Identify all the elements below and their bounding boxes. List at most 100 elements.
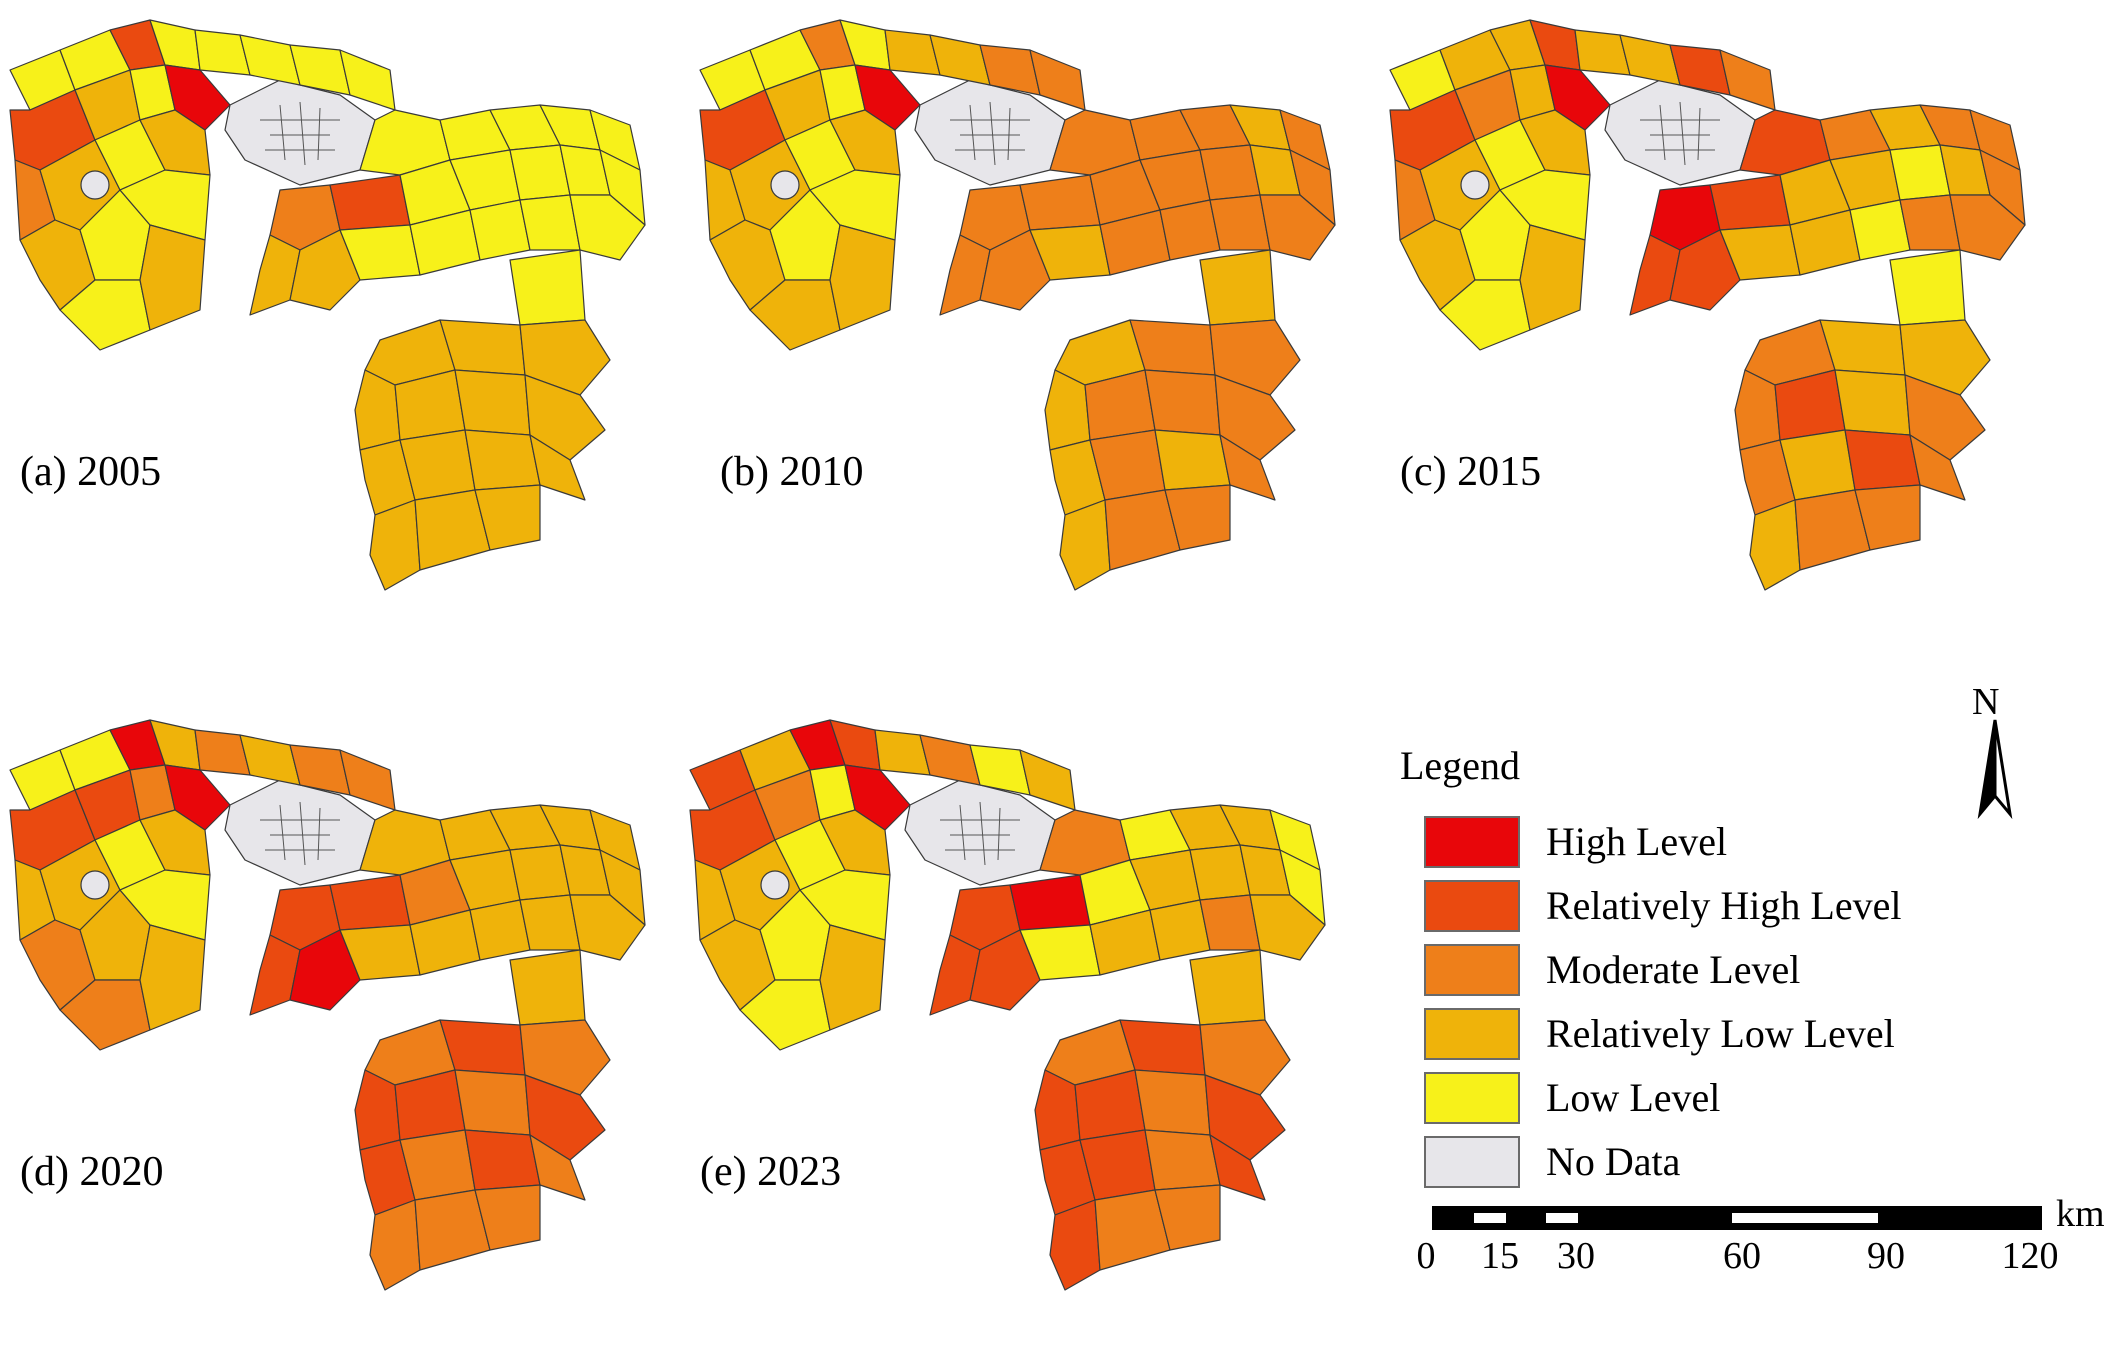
district-35 xyxy=(1669,229,1741,311)
district-55 xyxy=(1164,484,1231,551)
legend-label: Moderate Level xyxy=(1546,947,1801,992)
district-11 xyxy=(139,809,211,876)
district-35 xyxy=(979,229,1051,311)
district-51 xyxy=(1144,1129,1221,1191)
district-11 xyxy=(819,809,891,876)
district-47 xyxy=(1834,369,1911,436)
panel-label: (d) 2020 xyxy=(20,1149,164,1195)
legend-item-no-data: No Data xyxy=(1424,1136,2024,1192)
district-16 xyxy=(1519,224,1586,331)
legend-swatch xyxy=(1424,1072,1520,1124)
district-16 xyxy=(829,224,896,331)
legend-title: Legend xyxy=(1400,743,1520,788)
city-streets xyxy=(1640,101,1720,166)
district-44 xyxy=(1199,1019,1291,1096)
district-35 xyxy=(289,929,361,1011)
district-19 xyxy=(239,734,301,786)
district-19 xyxy=(239,34,301,86)
district-55 xyxy=(474,484,541,551)
scale-tick-label: 0 xyxy=(1416,1235,1436,1277)
map-panel-2023: (e) 2023 xyxy=(680,700,1380,1340)
map-panel-2015: (c) 2015 xyxy=(1380,0,2080,640)
legend-label: Relatively Low Level xyxy=(1546,1011,1895,1056)
district-40 xyxy=(1949,194,2026,261)
district-40 xyxy=(1249,894,1326,961)
district-48 xyxy=(1204,1074,1286,1161)
panel-label: (e) 2023 xyxy=(700,1149,842,1195)
district-38 xyxy=(1849,199,1911,261)
district-14 xyxy=(1499,169,1591,241)
city-streets xyxy=(940,801,1020,866)
district-53 xyxy=(369,499,421,591)
legend-swatch xyxy=(1424,1008,1520,1060)
district-19 xyxy=(929,34,991,86)
district-38 xyxy=(469,199,531,261)
district-31 xyxy=(1189,844,1251,901)
district-51 xyxy=(464,1129,541,1191)
district-44 xyxy=(1209,319,1301,396)
district-48 xyxy=(1904,374,1986,461)
district-52 xyxy=(529,434,586,501)
district-55 xyxy=(474,1184,541,1251)
district-31 xyxy=(1199,144,1261,201)
district-55 xyxy=(1854,484,1921,551)
district-34 xyxy=(939,234,991,316)
scale-tick-label: 90 xyxy=(1867,1235,1905,1277)
district-47 xyxy=(454,369,531,436)
district-28 xyxy=(1709,174,1791,231)
district-48 xyxy=(1214,374,1296,461)
district-38 xyxy=(1149,899,1211,961)
district-19 xyxy=(1619,34,1681,86)
district-40 xyxy=(569,894,646,961)
district-16 xyxy=(139,224,206,331)
region-map-2010 xyxy=(699,19,1336,591)
district-44 xyxy=(519,319,611,396)
district-52 xyxy=(529,1134,586,1201)
district-11 xyxy=(1519,109,1591,176)
district-48 xyxy=(524,374,606,461)
district-31 xyxy=(509,844,571,901)
district-52 xyxy=(1909,434,1966,501)
scale-tick-label: 120 xyxy=(2001,1235,2059,1277)
enclave-no-data xyxy=(80,870,110,900)
legend-item-relatively-low: Relatively Low Level xyxy=(1424,1008,2024,1064)
enclave-no-data xyxy=(1460,170,1490,200)
scale-tick-label: 15 xyxy=(1481,1235,1519,1277)
district-51 xyxy=(1154,429,1231,491)
district-51 xyxy=(1844,429,1921,491)
district-41 xyxy=(1889,249,1966,326)
district-53 xyxy=(1049,1199,1101,1291)
district-40 xyxy=(1259,194,1336,261)
legend-swatch xyxy=(1424,944,1520,996)
district-41 xyxy=(1189,949,1266,1026)
scale-unit: km xyxy=(2056,1193,2105,1235)
district-52 xyxy=(1209,1134,1266,1201)
legend-swatch xyxy=(1424,1136,1520,1188)
district-14 xyxy=(799,869,891,941)
panel-label: (c) 2015 xyxy=(1400,449,1542,495)
district-55 xyxy=(1154,1184,1221,1251)
district-47 xyxy=(1134,1069,1211,1136)
legend-item-low: Low Level xyxy=(1424,1072,2024,1128)
map-panel-2005: (a) 2005 xyxy=(0,0,700,640)
district-48 xyxy=(524,1074,606,1161)
legend-label: No Data xyxy=(1546,1139,1681,1184)
region-map-2005 xyxy=(9,19,646,591)
legend-swatch xyxy=(1424,880,1520,932)
panel-label: (a) 2005 xyxy=(20,449,162,495)
district-31 xyxy=(1889,144,1951,201)
scale-tick-label: 60 xyxy=(1723,1235,1761,1277)
district-44 xyxy=(519,1019,611,1096)
district-14 xyxy=(809,169,901,241)
district-34 xyxy=(249,934,301,1016)
district-34 xyxy=(929,934,981,1016)
legend-item-moderate: Moderate Level xyxy=(1424,944,2024,1000)
enclave-no-data xyxy=(770,170,800,200)
legend-item-relatively-high: Relatively High Level xyxy=(1424,880,2024,936)
district-16 xyxy=(139,924,206,1031)
district-53 xyxy=(369,1199,421,1291)
district-35 xyxy=(969,929,1041,1011)
district-53 xyxy=(1749,499,1801,591)
region-map-2020 xyxy=(9,719,646,1291)
map-panel-2020: (d) 2020 xyxy=(0,700,700,1340)
